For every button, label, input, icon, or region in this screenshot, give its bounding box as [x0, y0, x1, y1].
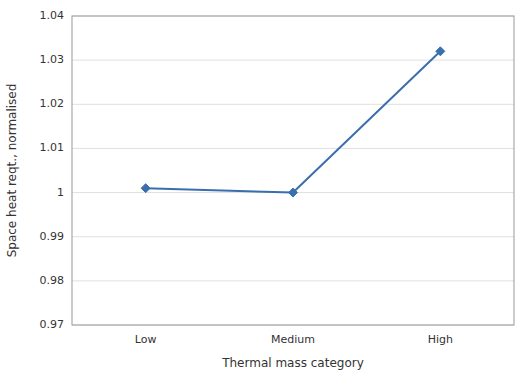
marker [289, 188, 298, 197]
y-tick-label: 1.01 [40, 141, 65, 154]
grid-line [72, 236, 514, 237]
y-tick-label: 0.99 [40, 230, 65, 243]
line [146, 51, 441, 192]
plot-frame [72, 16, 514, 325]
grid-line [72, 104, 514, 105]
x-tick-label: Medium [271, 333, 315, 346]
x-tick-label: Low [135, 333, 157, 346]
grid-line [72, 60, 514, 61]
y-tick-label: 1.03 [40, 53, 65, 66]
marker [436, 47, 445, 56]
data [141, 47, 445, 197]
grid-line [72, 148, 514, 149]
y-tick-label: 1 [57, 186, 64, 199]
axes: 0.97 0.98 0.99 1 1.01 1.02 1.03 1.04 Low Medium Hi… [40, 9, 515, 346]
x-axis-label: Thermal mass category [221, 356, 364, 370]
grid [72, 16, 514, 325]
x-tick-label: High [428, 333, 453, 346]
grid-line [72, 280, 514, 281]
marker [141, 184, 150, 193]
y-axis-label: Space heat reqt., normalised [5, 84, 19, 258]
y-tick-label: 1.04 [40, 9, 65, 22]
y-tick-label: 0.98 [40, 274, 65, 287]
y-tick-label: 0.97 [40, 318, 65, 331]
chart-svg: 0.97 0.98 0.99 1 1.01 1.02 1.03 1.04 Low Medium Hi… [0, 0, 530, 377]
y-tick-label: 1.02 [40, 97, 65, 110]
chart-container: 0.97 0.98 0.99 1 1.01 1.02 1.03 1.04 Low Medium Hi… [0, 0, 530, 377]
